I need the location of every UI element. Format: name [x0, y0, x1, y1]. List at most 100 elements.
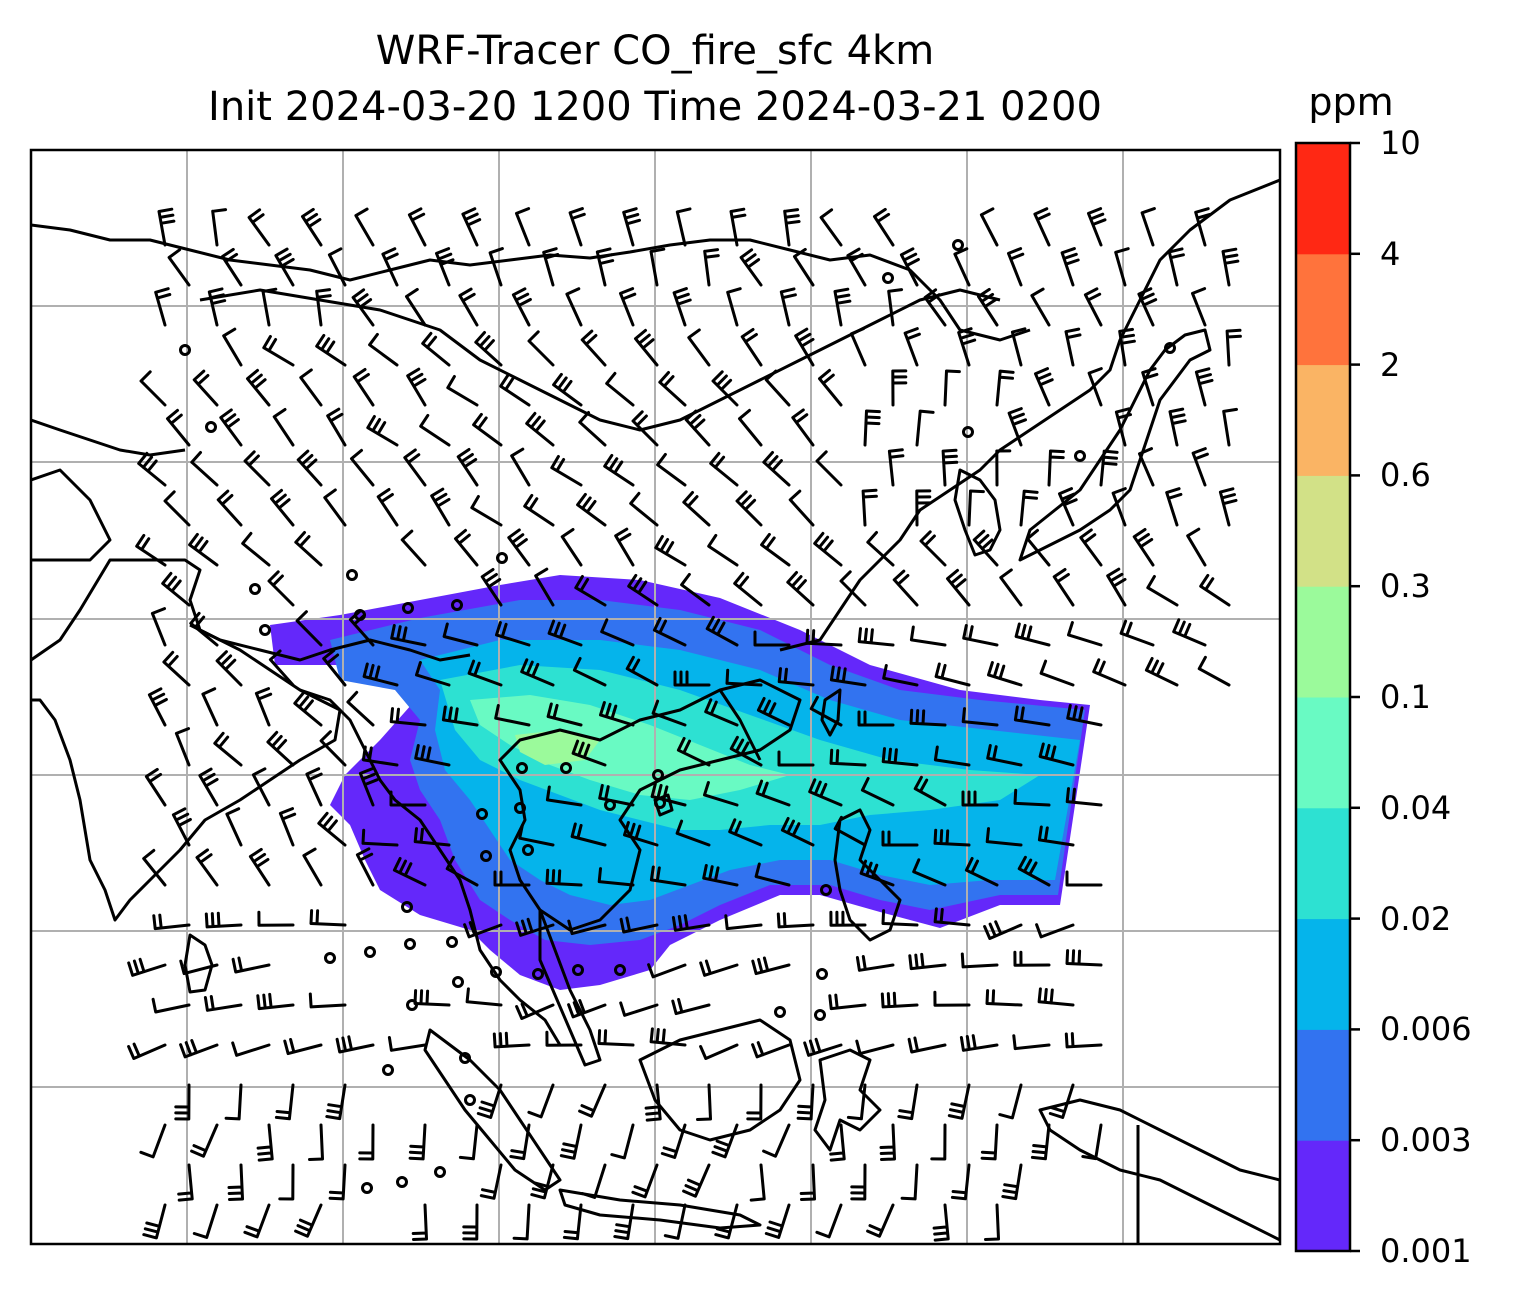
wind-barb [1030, 287, 1051, 327]
wind-barb [860, 777, 895, 807]
wind-barb [274, 1083, 295, 1121]
calm-wind-marker [774, 1006, 786, 1018]
wind-barb [1087, 207, 1107, 247]
wind-barb [726, 287, 742, 327]
wind-barb [1065, 949, 1103, 967]
wind-barb [861, 488, 878, 527]
wind-barb [1168, 407, 1187, 447]
calm-wind-marker [364, 946, 376, 958]
coast-gulf-tonkin [718, 689, 762, 761]
colorbar-segment [1296, 807, 1350, 920]
wind-barb [749, 1163, 766, 1202]
wind-barb [162, 650, 191, 687]
wind-barb [892, 569, 919, 607]
calm-wind-marker [516, 762, 528, 774]
wind-barb [984, 1203, 1000, 1241]
wind-barb [1030, 1123, 1051, 1161]
wind-barb [1052, 568, 1075, 607]
coast-bay-bengal-east [299, 688, 562, 1046]
wind-barb [680, 572, 711, 607]
wind-barb [1118, 327, 1136, 367]
wind-barb [150, 607, 167, 647]
wind-barb [301, 207, 323, 247]
wind-barb [815, 1203, 843, 1239]
wind-barb [1106, 567, 1127, 607]
wind-barb [430, 487, 451, 527]
wind-barb [195, 848, 219, 887]
wind-barb [507, 528, 531, 567]
wind-barb [571, 739, 607, 767]
wind-barb [227, 1163, 244, 1201]
wind-barb [179, 959, 219, 976]
wind-barb [204, 911, 243, 929]
wind-barb [547, 619, 583, 647]
wind-barb [299, 368, 323, 407]
wind-barb [527, 1083, 555, 1119]
wind-barb [711, 1123, 739, 1159]
wind-barb [207, 287, 227, 327]
wind-barb [139, 1123, 167, 1159]
wind-barb [174, 1083, 191, 1121]
wind-barb [754, 862, 791, 887]
wind-barb [684, 409, 711, 447]
calm-wind-marker [816, 968, 828, 980]
wind-barb [891, 369, 908, 407]
wind-barb [809, 695, 843, 727]
wind-barb [1197, 655, 1231, 687]
wind-barb [660, 1123, 687, 1159]
wind-barb [855, 955, 895, 972]
wind-barb [139, 370, 167, 407]
calm-wind-marker [522, 844, 534, 856]
wind-barb [1140, 207, 1156, 247]
wind-barb [1064, 1032, 1103, 1049]
wind-barb [192, 1203, 219, 1239]
colorbar-tick-label: 0.02 [1380, 899, 1452, 938]
wind-barb [523, 493, 555, 527]
wind-barb [215, 650, 243, 687]
wind-barb [137, 451, 167, 487]
wind-barb [957, 327, 977, 367]
wind-barb [565, 287, 583, 327]
wind-barb [1039, 659, 1075, 687]
wind-barb [509, 1123, 531, 1161]
wind-barb [704, 698, 739, 727]
colorbar-segment [1296, 918, 1350, 1030]
wind-barb [597, 1029, 635, 1047]
wind-barb [753, 630, 791, 647]
wind-barb [1218, 487, 1238, 527]
calm-wind-marker [652, 769, 664, 781]
wind-barb [358, 767, 379, 807]
wind-barb [623, 821, 659, 847]
wind-barb [791, 408, 815, 447]
calm-wind-marker [962, 426, 974, 438]
wind-barb [254, 687, 273, 727]
wind-barb [283, 1038, 323, 1056]
colorbar-unit: ppm [1308, 80, 1394, 124]
wind-barb [219, 408, 243, 447]
wind-barb [728, 818, 763, 847]
wind-barb [897, 1083, 919, 1121]
wind-barb [419, 413, 451, 447]
wind-barb [863, 409, 881, 447]
coast-borneo [638, 1018, 802, 1142]
calm-wind-marker [572, 964, 584, 976]
coast-sulawesi [813, 1048, 882, 1152]
calm-wind-marker [401, 901, 413, 913]
wind-barb [328, 1163, 347, 1201]
wind-barb [755, 779, 791, 807]
wind-barb [675, 207, 692, 247]
wind-barb [610, 1123, 635, 1160]
wind-barb [828, 993, 867, 1011]
wind-barb [729, 735, 763, 767]
wind-barb [190, 1123, 219, 1158]
wind-barb [850, 327, 867, 367]
wind-barb [912, 858, 947, 887]
calm-wind-marker [452, 976, 464, 988]
wind-barb [1222, 407, 1238, 447]
wind-barb [933, 745, 971, 767]
wind-barb [296, 449, 323, 487]
wind-barb [777, 750, 815, 767]
wind-barb [274, 247, 295, 287]
coast-indochina [498, 678, 802, 932]
wind-barb [405, 287, 427, 327]
